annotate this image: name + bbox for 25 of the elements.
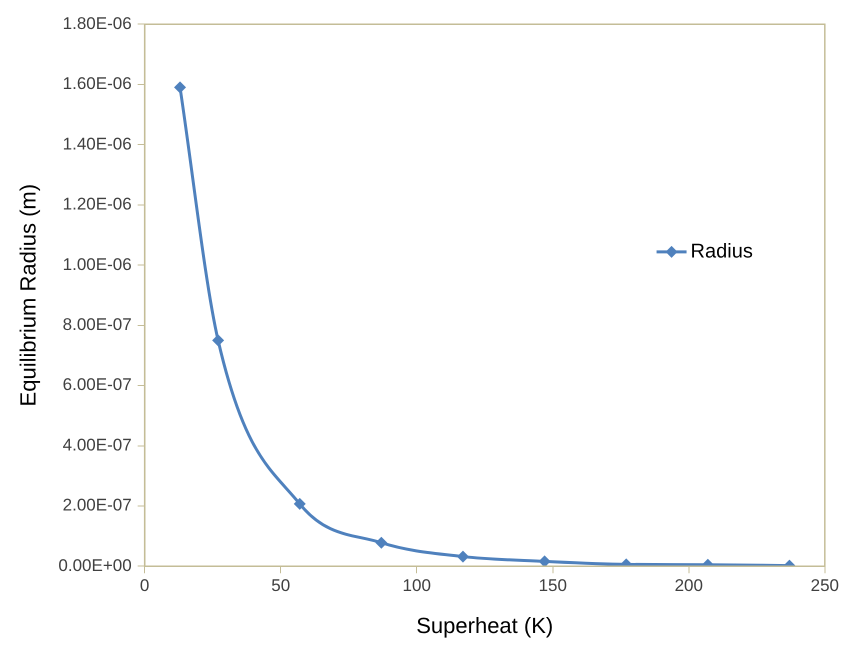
- y-tick-label: 1.40E-06: [62, 134, 132, 154]
- y-tick-label: 1.60E-06: [62, 74, 132, 94]
- x-tick-label: 50: [271, 576, 290, 596]
- legend-label: Radius: [690, 240, 753, 262]
- x-tick-label: 100: [402, 576, 431, 596]
- y-tick-label: 6.00E-07: [62, 375, 132, 394]
- y-tick-label: 2.00E-07: [62, 496, 132, 515]
- x-tick-label: 250: [810, 576, 840, 596]
- y-tick-label: 1.20E-06: [62, 194, 132, 214]
- y-tick-label: 8.00E-07: [62, 315, 132, 334]
- x-axis-title: Superheat (K): [416, 612, 554, 638]
- y-tick-label: 1.00E-06: [62, 254, 132, 274]
- y-tick-label: 4.00E-07: [62, 435, 132, 454]
- point: [174, 81, 186, 94]
- point: [294, 498, 306, 510]
- x-tick-label: 200: [674, 576, 703, 596]
- x-tick-label: 150: [538, 576, 567, 596]
- y-tick-label: 0.00E+00: [58, 556, 132, 575]
- point: [212, 334, 224, 346]
- x-tick-label: 0: [140, 576, 150, 596]
- y-axis-title: Equilibrium Radius (m): [15, 184, 40, 406]
- point: [538, 555, 551, 566]
- point: [456, 550, 469, 563]
- y-tick-label: 1.80E-06: [62, 14, 132, 33]
- point: [375, 536, 388, 549]
